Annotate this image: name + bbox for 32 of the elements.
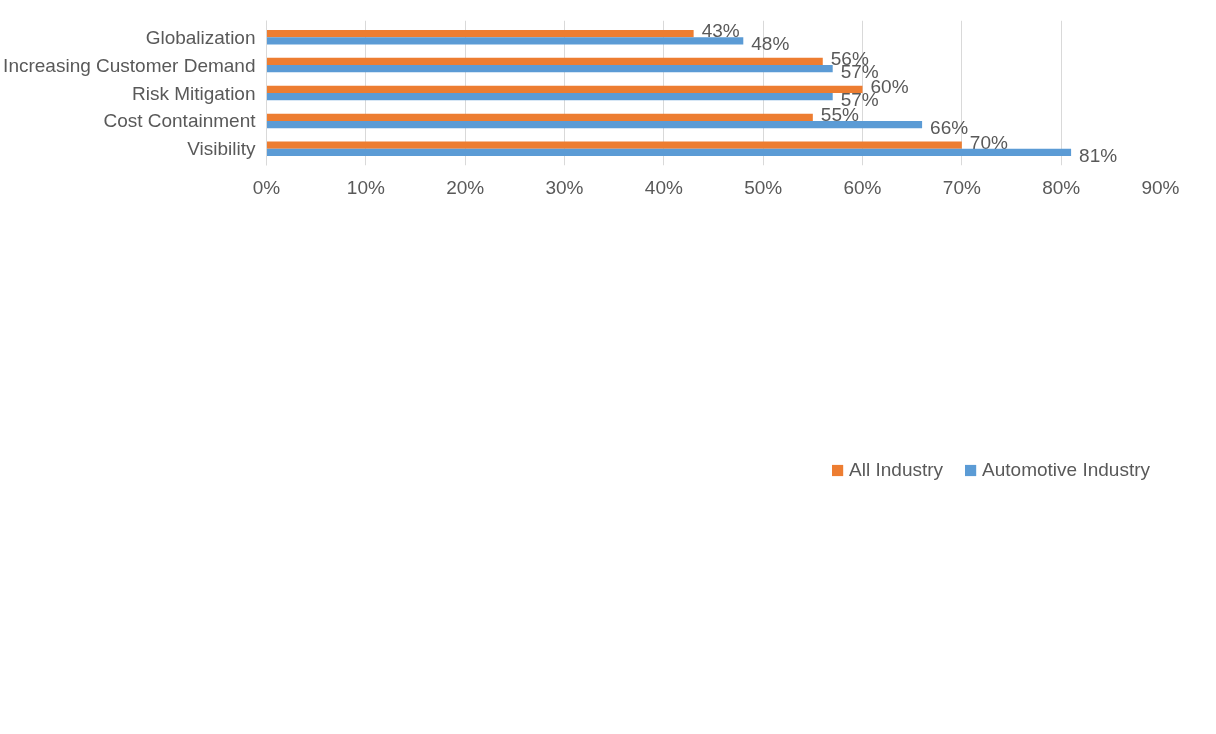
bar — [266, 113, 813, 121]
data-label: 66% — [930, 117, 969, 139]
legend-label: All Industry — [849, 459, 944, 481]
bar — [266, 120, 923, 129]
x-tick-label: 0% — [252, 176, 281, 198]
data-label: 43% — [701, 20, 740, 42]
data-label: 81% — [1079, 144, 1118, 166]
y-tick-label: Risk Mitigation — [131, 82, 256, 104]
bar — [266, 85, 863, 93]
x-tick-label: 10% — [346, 176, 385, 198]
bar — [266, 37, 744, 45]
x-tick-label: 80% — [1042, 176, 1081, 198]
x-tick-label: 30% — [545, 176, 584, 198]
bar — [266, 141, 962, 149]
x-tick-label: 40% — [644, 176, 683, 198]
data-label: 70% — [969, 131, 1008, 153]
bar — [266, 29, 694, 38]
y-tick-label: Globalization — [145, 26, 256, 48]
x-tick-label: 50% — [744, 176, 783, 198]
bar — [266, 65, 833, 73]
x-tick-label: 70% — [942, 176, 981, 198]
x-tick-label: 90% — [1141, 176, 1180, 198]
bar — [266, 93, 833, 101]
y-tick-label: Increasing Customer Demand — [3, 54, 256, 76]
legend-label: Automotive Industry — [982, 459, 1150, 481]
bar — [266, 57, 823, 66]
y-tick-label: Cost Containment — [103, 110, 257, 132]
bar — [266, 148, 1072, 157]
data-label: 48% — [751, 33, 790, 55]
y-tick-label: Visibility — [187, 138, 256, 160]
x-tick-label: 20% — [446, 176, 485, 198]
x-tick-label: 60% — [843, 176, 882, 198]
